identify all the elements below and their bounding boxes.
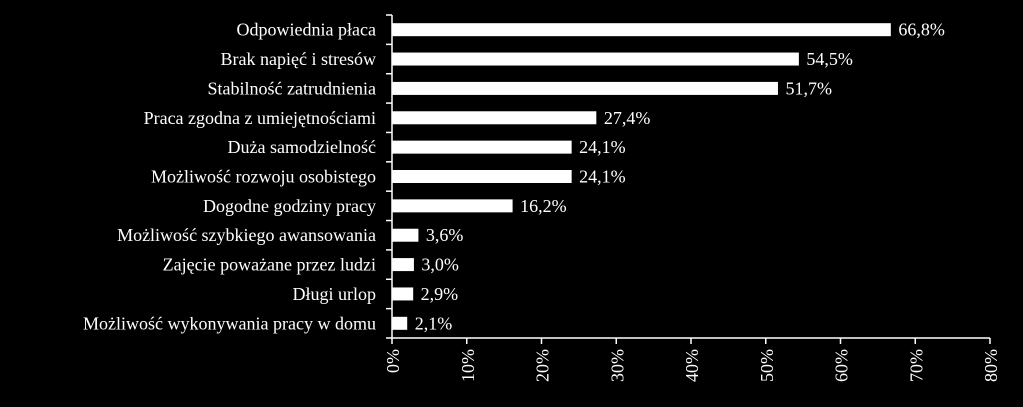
value-label: 66,8% [898,20,945,40]
bar [391,51,800,67]
value-label: 16,2% [520,196,567,216]
category-label: Możliwość rozwoju osobistego [151,167,376,187]
labels-layer: Odpowiednia płaca 66,8% Brak napięć i stre… [83,20,1001,382]
bar [391,80,779,96]
x-tick-label: 70% [906,349,926,382]
category-label: Zajęcie poważane przez ludzi [163,255,376,275]
category-label: Odpowiednia płaca [237,20,376,40]
value-label: 2,9% [421,284,459,304]
value-label: 3,0% [421,255,459,275]
x-tick-label: 80% [981,349,1001,382]
value-label: 24,1% [579,167,626,187]
category-label: Brak napięć i stresów [221,49,376,69]
x-tick-label: 40% [682,349,702,382]
axis-layer [386,14,991,344]
x-tick-label: 60% [832,349,852,382]
value-label: 3,6% [426,225,464,245]
value-label: 27,4% [604,108,651,128]
bar [391,315,409,331]
category-label: Możliwość szybkiego awansowania [117,225,376,245]
value-label: 24,1% [579,137,626,157]
x-tick-label: 50% [757,349,777,382]
category-label: Dogodne godziny pracy [203,196,376,216]
bar [391,139,573,155]
x-tick-label: 10% [458,349,478,382]
bar [391,227,420,243]
bar [391,110,598,126]
value-label: 2,1% [415,313,453,333]
category-label: Możliwość wykonywania pracy w domu [83,313,376,333]
x-tick-label: 0% [383,349,403,373]
bar [391,257,415,273]
x-tick-label: 20% [533,349,553,382]
bar [391,198,514,214]
category-label: Duża samodzielność [228,137,376,157]
bar [391,169,573,184]
bar [391,22,892,38]
category-label: Stabilność zatrudnienia [208,78,376,98]
bar [391,286,415,302]
x-tick-label: 30% [607,349,627,382]
category-label: Praca zgodna z umiejętnościami [144,108,376,128]
value-label: 51,7% [785,78,832,98]
category-label: Długi urlop [293,284,377,304]
value-label: 54,5% [806,49,853,69]
